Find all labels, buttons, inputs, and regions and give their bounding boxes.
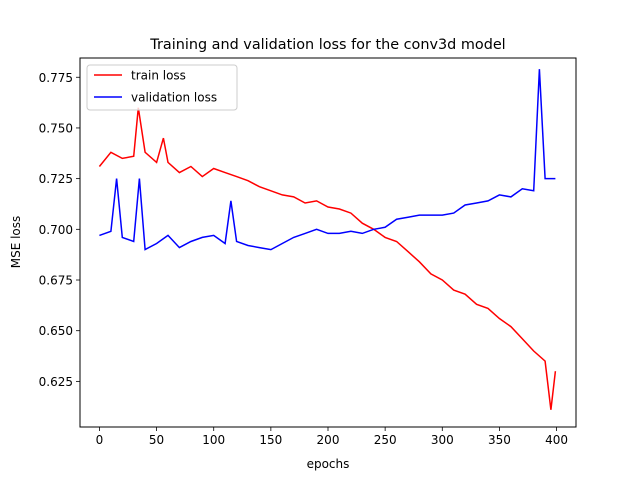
plot-frame bbox=[79, 57, 577, 428]
y-tick-label: 0.700 bbox=[39, 223, 73, 237]
series-line-train-loss bbox=[98, 107, 557, 410]
x-tick-label: 0 bbox=[96, 433, 104, 447]
legend-box bbox=[86, 64, 238, 111]
x-tick-label: 350 bbox=[488, 433, 511, 447]
legend-label-validation: validation loss bbox=[131, 91, 217, 105]
y-tick-label: 0.650 bbox=[39, 324, 73, 338]
y-tick-label: 0.775 bbox=[39, 71, 73, 85]
x-tick-label: 150 bbox=[259, 433, 282, 447]
y-axis-label: MSE loss bbox=[9, 216, 23, 269]
x-axis-ticks: 0 50 100 150 200 250 300 350 400 bbox=[96, 427, 568, 447]
legend-label-train: train loss bbox=[131, 69, 186, 83]
x-tick-label: 50 bbox=[149, 433, 164, 447]
x-axis-label: epochs bbox=[307, 457, 350, 471]
x-tick-label: 300 bbox=[431, 433, 454, 447]
y-tick-label: 0.725 bbox=[39, 172, 73, 186]
x-tick-label: 250 bbox=[374, 433, 397, 447]
y-tick-label: 0.675 bbox=[39, 274, 73, 288]
series-line-validation-loss bbox=[99, 69, 556, 251]
y-tick-label: 0.750 bbox=[39, 121, 73, 135]
x-tick-label: 100 bbox=[202, 433, 225, 447]
plot-lines bbox=[98, 69, 557, 410]
x-tick-label: 200 bbox=[317, 433, 340, 447]
legend: train loss validation loss bbox=[86, 64, 238, 111]
chart-title: Training and validation loss for the con… bbox=[149, 37, 505, 53]
x-tick-label: 400 bbox=[545, 433, 568, 447]
y-tick-label: 0.625 bbox=[39, 375, 73, 389]
y-axis-ticks: 0.625 0.650 0.675 0.700 0.725 0.750 0.775 bbox=[39, 71, 80, 389]
